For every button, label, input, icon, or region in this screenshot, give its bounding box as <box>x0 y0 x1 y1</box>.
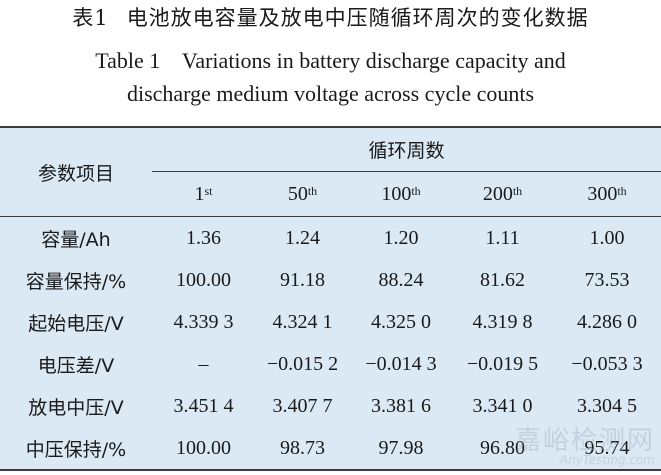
group-header: 循环周数 <box>368 140 445 162</box>
table-number: 表1 <box>72 6 109 30</box>
table-cell: −0.019 5 <box>466 352 539 375</box>
row-label: 放电中压/V <box>28 396 124 419</box>
table-cell: 4.339 3 <box>173 310 234 333</box>
table-title-en-line1: Table 1 Variations in battery discharge … <box>95 48 566 73</box>
row-label: 中压保持/% <box>25 438 127 461</box>
watermark-cn: 嘉峪检测网 <box>514 426 655 456</box>
table-cell: 98.73 <box>280 436 325 459</box>
cycle-number: 300 <box>587 182 618 205</box>
table-title-en-line2: discharge medium voltage across cycle co… <box>126 81 535 106</box>
table-top-rule <box>0 126 661 128</box>
table-cell: −0.015 2 <box>266 352 339 375</box>
watermark: 嘉峪检测网 AnyTesting.com <box>515 420 655 467</box>
cycle-number: 200 <box>482 182 513 205</box>
table-title-cn: 电池放电容量及放电中压随循环周次的变化数据 <box>126 6 589 30</box>
table-cell: 4.319 8 <box>472 310 533 333</box>
header-rule <box>0 216 661 217</box>
table-cell: 88.24 <box>378 268 424 291</box>
cycle-ordinal-suffix: th <box>512 183 523 198</box>
param-header: 参数项目 <box>37 162 114 185</box>
table-cell: 100.00 <box>176 436 231 459</box>
cycle-ordinal-suffix: th <box>617 183 627 198</box>
table-cell: 91.18 <box>280 268 325 291</box>
table-cell: 3.407 7 <box>272 394 333 417</box>
table-cell: 95.74 <box>584 436 630 459</box>
table-cell: 3.381 6 <box>371 394 431 417</box>
table-cell: 1.00 <box>589 226 625 249</box>
cycle-ordinal-suffix: th <box>307 183 318 198</box>
table-cell: 1.20 <box>383 226 419 249</box>
cycle-number: 1 <box>194 182 205 205</box>
table-cell: 4.325 0 <box>371 310 431 333</box>
table-cell: 1.11 <box>485 226 520 249</box>
table-cell: 96.80 <box>480 436 525 459</box>
watermark-en: AnyTesting.com <box>559 453 655 467</box>
cycle-ordinal-suffix: st <box>204 183 213 198</box>
table-caption-cn: 表1 电池放电容量及放电中压随循环周次的变化数据 <box>0 2 661 32</box>
row-label: 容量/Ah <box>41 228 111 251</box>
table-cell: 3.341 0 <box>472 394 533 417</box>
table-cell: 4.286 0 <box>577 310 637 333</box>
table-cell: 3.304 5 <box>577 394 637 417</box>
table-cell: 4.324 1 <box>272 310 333 333</box>
table-cell: 3.451 4 <box>173 394 234 417</box>
table-cell: 100.00 <box>176 268 231 291</box>
cycle-number: 50 <box>287 182 308 205</box>
table-cell: 97.98 <box>378 436 424 459</box>
table-bottom-rule <box>0 469 661 471</box>
table-cell: 81.62 <box>480 268 525 291</box>
cycle-number: 100 <box>381 182 412 205</box>
row-label: 起始电压/V <box>28 312 124 335</box>
table-cell: −0.053 3 <box>571 352 643 375</box>
group-header-rule <box>152 171 661 172</box>
table-cell: 1.36 <box>186 226 221 249</box>
table-cell: 73.53 <box>584 268 630 291</box>
cycle-ordinal-suffix: th <box>411 183 421 198</box>
table-cell: 1.24 <box>285 226 320 249</box>
row-label: 电压差/V <box>37 354 115 377</box>
table-cell: – <box>198 352 209 375</box>
table-cell: −0.014 3 <box>365 352 437 375</box>
row-label: 容量保持/% <box>25 270 127 293</box>
table-caption-en: Table 1 Variations in battery discharge … <box>0 44 661 110</box>
